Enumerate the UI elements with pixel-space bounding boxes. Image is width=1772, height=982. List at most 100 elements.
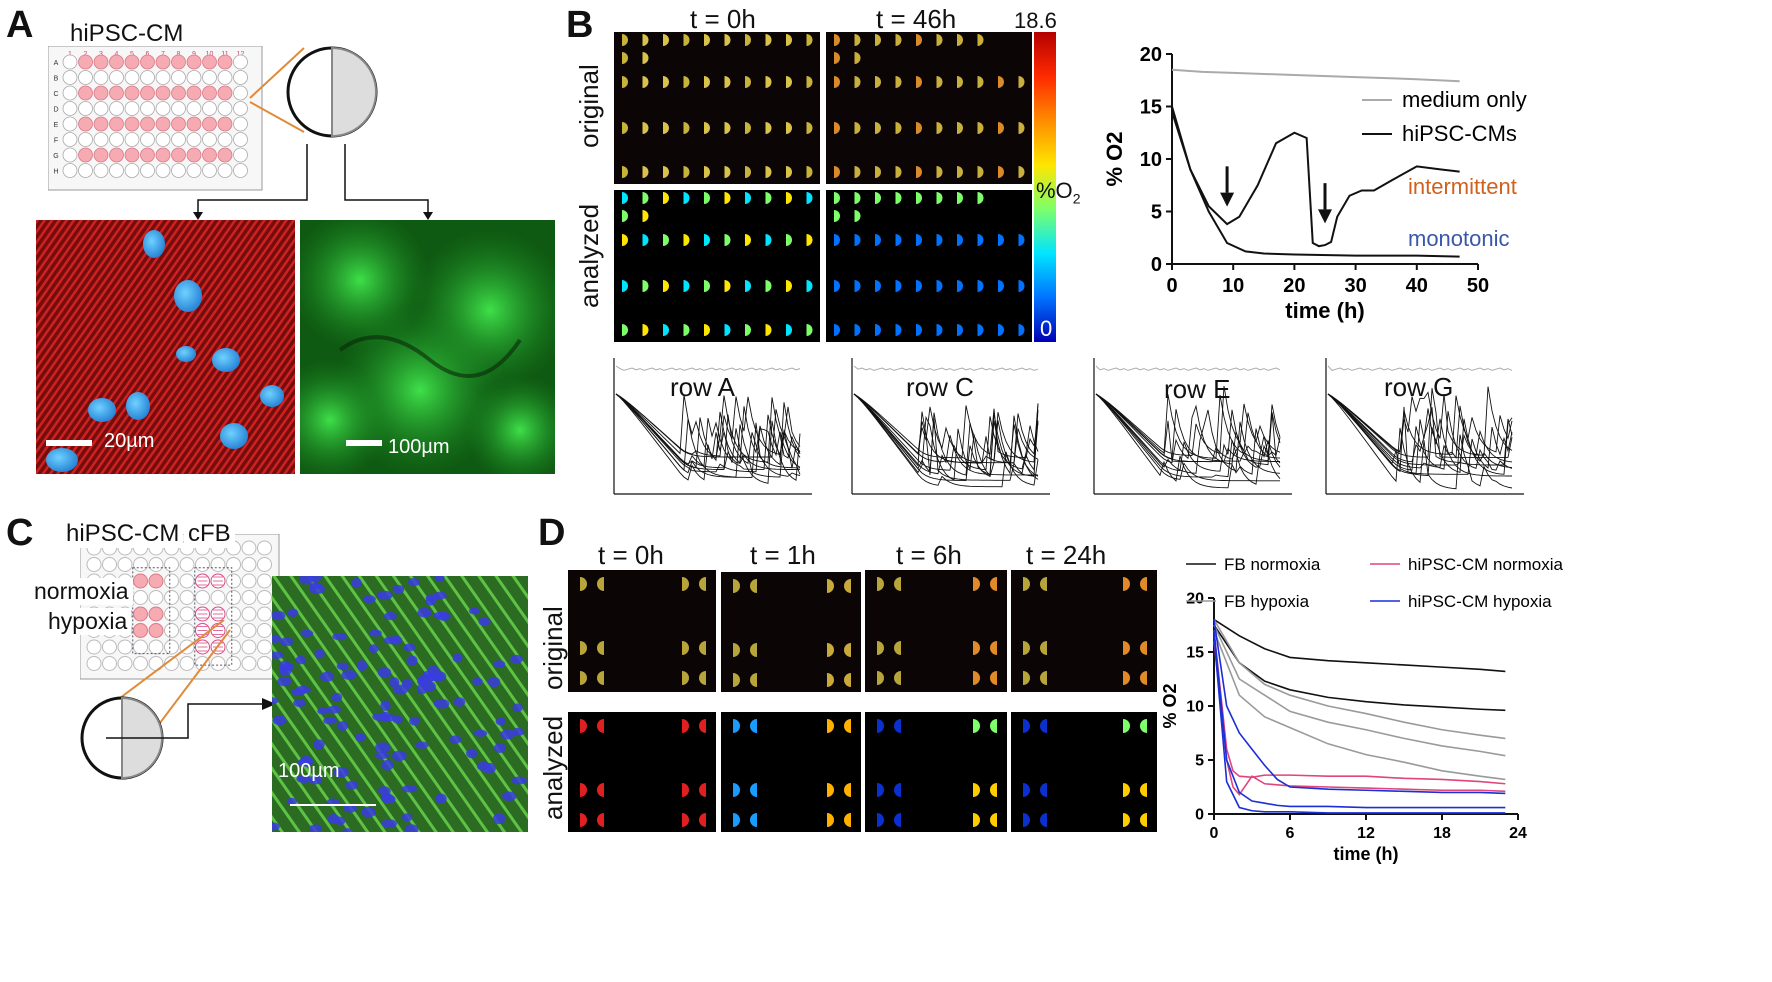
nucleus xyxy=(293,699,306,708)
plate-well xyxy=(217,163,233,178)
small-cm-trace xyxy=(1327,393,1513,475)
plate-well xyxy=(233,101,248,116)
plate-well xyxy=(202,132,217,147)
nucleus xyxy=(472,677,483,686)
well-spot xyxy=(750,643,757,657)
plate-well xyxy=(186,132,202,147)
plate-well xyxy=(217,132,233,147)
well-spot xyxy=(682,813,689,827)
well-spot xyxy=(733,719,740,733)
nucleus xyxy=(427,665,440,677)
well-spot xyxy=(1040,641,1047,655)
well-spot xyxy=(990,783,997,797)
plate-well xyxy=(179,573,195,589)
well-spot xyxy=(834,324,840,336)
small-cm-trace xyxy=(615,393,801,457)
nucleus xyxy=(337,720,349,731)
panel-c-letter: C xyxy=(6,512,34,554)
well-spot xyxy=(642,324,649,336)
plate-well xyxy=(233,85,248,101)
plate-well xyxy=(164,557,179,572)
plate-well xyxy=(257,557,272,572)
b-small-plot-e xyxy=(1093,358,1292,495)
well-spot xyxy=(786,192,792,204)
well-spot xyxy=(682,719,689,733)
legend-label: medium only xyxy=(1402,87,1527,112)
well-spot xyxy=(936,280,943,292)
nucleus xyxy=(368,644,379,654)
plate-well xyxy=(186,163,202,178)
well-spot xyxy=(895,34,902,46)
well-spot xyxy=(875,76,881,88)
plate-well xyxy=(140,54,155,70)
plate-well xyxy=(62,70,78,85)
well-spot xyxy=(663,324,669,336)
annotation-intermittent: intermittent xyxy=(1408,174,1517,199)
plate-well xyxy=(186,85,202,101)
nucleus xyxy=(374,742,391,753)
plate-well xyxy=(124,132,140,147)
well-spot xyxy=(1018,280,1025,292)
well-spot xyxy=(704,280,710,292)
well-spot xyxy=(733,783,740,797)
plate-well xyxy=(62,163,78,178)
plate-well xyxy=(217,70,233,85)
plate-well xyxy=(217,147,233,163)
plate-well xyxy=(241,606,257,622)
annotation-monotonic: monotonic xyxy=(1408,226,1510,251)
plate-well xyxy=(109,116,124,132)
well-spot xyxy=(894,719,901,733)
d-original-t6 xyxy=(865,570,1007,692)
well-spot xyxy=(1023,641,1030,655)
plate-well xyxy=(241,590,257,605)
plate-well xyxy=(86,557,102,572)
nucleus xyxy=(300,629,314,637)
well-spot xyxy=(854,166,861,178)
nucleus xyxy=(392,684,409,695)
nucleus xyxy=(295,655,307,665)
plate-well xyxy=(171,85,186,101)
nucleus xyxy=(272,697,279,705)
series-line xyxy=(1213,630,1506,785)
plate-col-label: 1 xyxy=(68,51,72,58)
plate-well xyxy=(78,85,93,101)
nucleus xyxy=(362,595,376,604)
well-spot xyxy=(977,234,984,246)
well-spot xyxy=(724,192,731,204)
plate-well xyxy=(62,132,78,147)
small-cm-trace xyxy=(1327,393,1512,477)
x-tick-label: 12 xyxy=(1357,825,1375,842)
y-tick-label: 20 xyxy=(1140,44,1162,66)
well-spot xyxy=(957,234,963,246)
plate-well xyxy=(133,656,148,671)
plate-well xyxy=(171,132,186,147)
plate-well xyxy=(195,557,210,572)
d-original-t1 xyxy=(721,572,861,692)
plate-well xyxy=(171,54,186,70)
plate-well xyxy=(164,623,179,638)
plate-a-arrows xyxy=(193,144,433,220)
well-spot xyxy=(1023,783,1030,797)
well-spot xyxy=(894,671,901,685)
nucleus xyxy=(331,692,343,702)
b-small-title-c: row C xyxy=(906,372,974,402)
well-spot xyxy=(724,234,731,246)
c-arrow-head xyxy=(262,698,276,710)
x-axis-label: time (h) xyxy=(1334,844,1399,864)
legend-label: hiPSC-CMs xyxy=(1402,121,1517,146)
plate-well xyxy=(164,573,179,589)
nucleus xyxy=(343,804,357,813)
well-spot xyxy=(724,76,731,88)
well-spot xyxy=(786,122,792,134)
nucleus xyxy=(286,797,298,806)
plate-well xyxy=(155,54,171,70)
plate-well xyxy=(109,147,124,163)
well-spot xyxy=(957,324,963,336)
well-spot xyxy=(1018,122,1025,134)
well-spot xyxy=(786,280,792,292)
small-medium-trace xyxy=(1327,365,1513,371)
nucleus xyxy=(473,729,488,737)
plate-well xyxy=(140,85,155,101)
plate-well xyxy=(257,623,272,638)
well-spot xyxy=(580,641,587,655)
